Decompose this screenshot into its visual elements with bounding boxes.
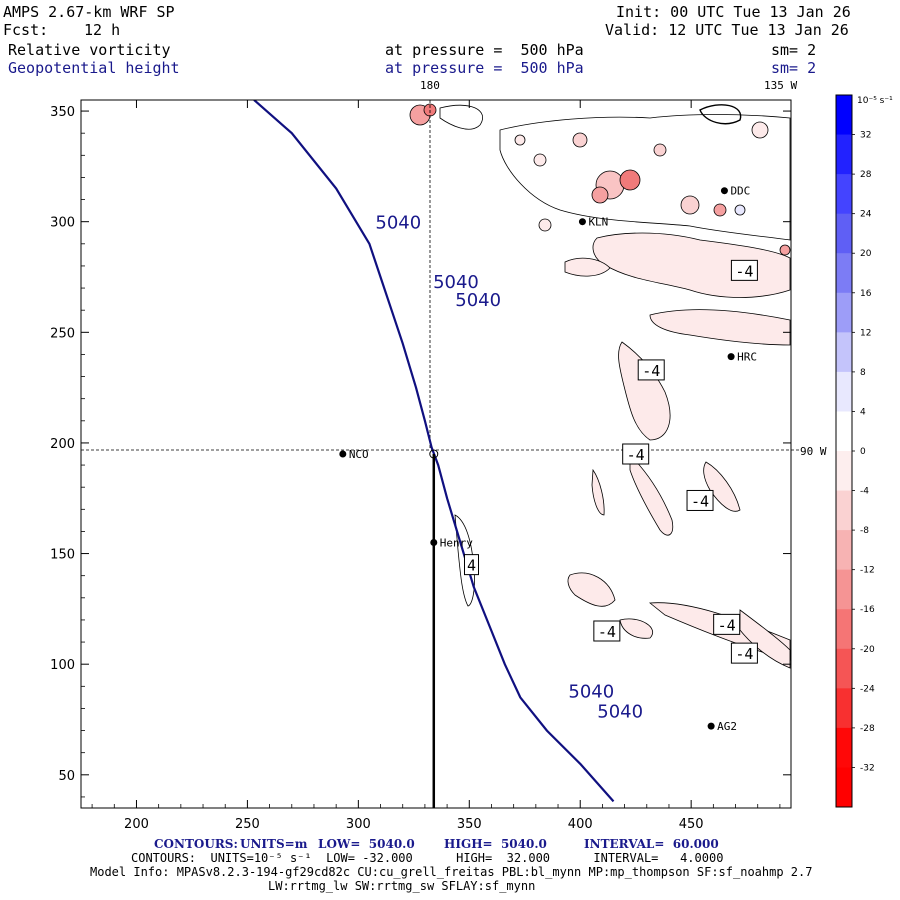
y-tick-label: 350 (50, 105, 75, 120)
height-contour-label: 5040 (568, 681, 614, 702)
colorbar-tick-label: 24 (860, 210, 872, 220)
station-marker (579, 218, 586, 225)
station-marker (728, 353, 735, 360)
footer-line1-high: HIGH= 5040.0 (444, 838, 547, 851)
x-tick-label: 450 (679, 817, 704, 832)
station-label: NCO (349, 448, 369, 461)
colorbar-segment (836, 767, 852, 807)
axes-layer: 200 250 300 350 400 450 50 100 150 200 250 300 350 (50, 100, 791, 832)
chart-svg: NCOHenryKLNDDCHRCAG2 200 250 300 350 400 4505… (0, 0, 900, 900)
height-contour-label: 5040 (597, 701, 643, 722)
footer-line4: LW:rrtmg_lw SW:rrtmg_sw SFLAY:sf_mynn (268, 880, 535, 893)
station-label: KLN (588, 216, 608, 229)
x-tick-label: 400 (568, 817, 593, 832)
colorbar-segment (836, 688, 852, 728)
station-label: HRC (737, 351, 757, 364)
colorbar-segment (836, 530, 852, 570)
colorbar-tick-label: -20 (860, 645, 875, 655)
colorbar-segment (836, 649, 852, 689)
y-tick-label: 100 (50, 658, 75, 673)
height-contour-label: 5040 (455, 290, 501, 311)
colorbar-tick-label: 32 (860, 131, 871, 141)
colorbar-tick-label: 28 (860, 170, 872, 180)
colorbar-tick-label: -8 (860, 526, 869, 536)
vorticity-contour-label: -4 (598, 623, 616, 641)
y-tick-label: 250 (50, 326, 75, 341)
colorbar-segment (836, 570, 852, 610)
cross-section-layer (430, 450, 438, 808)
colorbar-tick-label: -32 (860, 763, 875, 773)
station-marker (708, 723, 715, 730)
colorbar-tick-label: -16 (860, 605, 875, 615)
colorbar-tick-label: -24 (860, 684, 875, 694)
colorbar-segment (836, 253, 852, 293)
colorbar-segment (836, 293, 852, 333)
colorbar-tick-label: -4 (860, 487, 869, 497)
colorbar-segment (836, 174, 852, 214)
station-marker (430, 539, 437, 546)
station-label: DDC (730, 185, 750, 198)
colorbar-tick-label: 16 (860, 289, 872, 299)
station-marker (339, 451, 346, 458)
vorticity-contour-label: -4 (627, 446, 645, 464)
y-tick-label: 300 (50, 216, 75, 231)
lon-label-90w: 90 W (800, 446, 827, 458)
vorticity-contour-label: -4 (642, 362, 660, 380)
colorbar-tick-label: 0 (860, 447, 866, 457)
colorbar-tick-label: -12 (860, 566, 875, 576)
footer-line1-contours: CONTOURS: (154, 838, 238, 851)
colorbar-tick-label: 20 (860, 249, 872, 259)
x-tick-label: 200 (124, 817, 149, 832)
colorbar-segment (836, 332, 852, 372)
vorticity-contour-label: 4 (467, 557, 476, 575)
colorbar-segment (836, 728, 852, 768)
colorbar-tick-label: 8 (860, 368, 866, 378)
y-tick-label: 50 (58, 769, 75, 784)
y-tick-label: 150 (50, 548, 75, 563)
colorbar-segment (836, 609, 852, 649)
footer-line2: CONTOURS: UNITS=10⁻⁵ s⁻¹ LOW= -32.000 HI… (131, 852, 723, 865)
station-label: Henry (440, 537, 473, 550)
vorticity-contour-label: -4 (691, 492, 709, 510)
x-tick-label: 300 (346, 817, 371, 832)
vorticity-contour-label: -4 (735, 262, 753, 280)
colorbar-segment (836, 372, 852, 412)
footer-line1-interval: INTERVAL= 60.000 (584, 838, 719, 851)
colorbar-segment (836, 95, 852, 135)
colorbar-tick-label: 4 (860, 407, 866, 417)
colorbar-segment (836, 135, 852, 175)
vorticity-contour-label: -4 (735, 645, 753, 663)
x-tick-label: 350 (457, 817, 482, 832)
station-marker (721, 187, 728, 194)
footer-line3: Model Info: MPASv8.2.3-194-gf29cd82c CU:… (90, 866, 812, 879)
height-contour-label: 5040 (375, 212, 421, 233)
colorbar-tick-label: 12 (860, 328, 871, 338)
colorbar-segment (836, 411, 852, 451)
colorbar-segment (836, 214, 852, 254)
vorticity-contour-label: -4 (718, 616, 736, 634)
colorbar-tick-label: -28 (860, 724, 875, 734)
x-tick-label: 250 (235, 817, 260, 832)
colorbar-segment (836, 451, 852, 491)
footer-line1-low: LOW= 5040.0 (318, 838, 415, 851)
colorbar-segment (836, 491, 852, 531)
colorbar: 32 28 24 20 16 12 8 4 0 -4 -8 -12 -16 -20 -24 -28 -32 (836, 95, 875, 808)
station-label: AG2 (717, 720, 737, 733)
y-tick-label: 200 (50, 437, 75, 452)
colorbar-units: 10⁻⁵ s⁻¹ (857, 96, 893, 106)
footer-line1-units: UNITS=m (240, 838, 307, 851)
